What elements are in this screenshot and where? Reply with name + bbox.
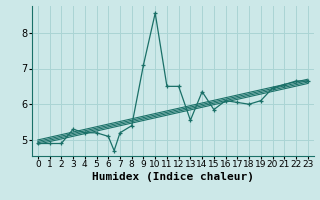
X-axis label: Humidex (Indice chaleur): Humidex (Indice chaleur) [92,172,254,182]
